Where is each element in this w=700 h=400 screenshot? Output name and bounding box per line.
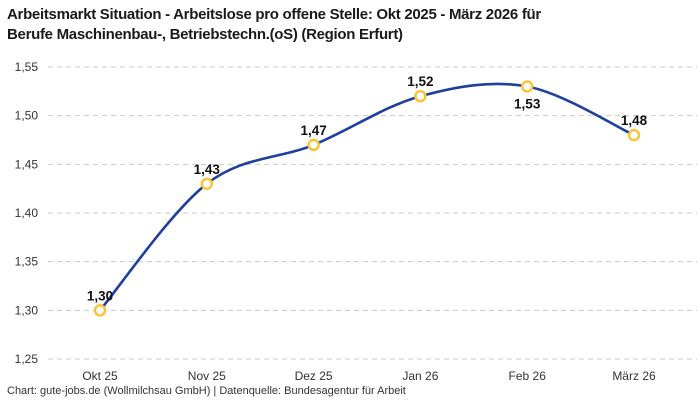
y-axis-tick-label: 1,45 xyxy=(15,157,39,171)
data-point-label: 1,47 xyxy=(300,123,326,138)
x-axis-tick-label: Feb 26 xyxy=(509,369,547,383)
y-axis-tick-label: 1,50 xyxy=(15,109,39,123)
chart-title-line-2: Berufe Maschinenbau-, Betriebstechn.(oS)… xyxy=(7,26,403,43)
data-point-label: 1,30 xyxy=(87,288,113,303)
data-point-label: 1,53 xyxy=(514,96,541,111)
data-point-marker xyxy=(414,89,427,103)
data-point-marker xyxy=(627,128,641,142)
y-axis-tick-label: 1,25 xyxy=(15,352,39,366)
chart-title-line-1: Arbeitsmarkt Situation - Arbeitslose pro… xyxy=(7,6,541,23)
chart-source: Chart: gute-jobs.de (Wollmilchsau GmbH) … xyxy=(7,385,406,397)
y-axis-tick-label: 1,35 xyxy=(15,255,39,269)
x-axis-tick-label: Okt 25 xyxy=(82,369,118,383)
y-axis-tick-label: 1,40 xyxy=(15,206,39,220)
chart-title: Arbeitsmarkt Situation - Arbeitslose pro… xyxy=(7,5,697,45)
data-point-marker xyxy=(521,80,534,93)
x-axis-tick-label: März 26 xyxy=(612,369,656,383)
x-axis-tick-label: Jan 26 xyxy=(402,369,438,383)
data-point-marker xyxy=(93,304,107,317)
y-axis-tick-label: 1,30 xyxy=(15,303,39,317)
data-point-label: 1,48 xyxy=(621,113,648,128)
x-axis-tick-label: Nov 25 xyxy=(188,369,226,383)
data-point-marker xyxy=(200,177,214,191)
data-point-label: 1,43 xyxy=(194,162,221,177)
x-axis-tick-label: Dez 25 xyxy=(295,369,333,383)
trend-line xyxy=(98,82,636,312)
data-point-label: 1,52 xyxy=(407,74,433,89)
y-axis-tick-label: 1,55 xyxy=(15,60,39,74)
data-point-marker xyxy=(307,138,320,152)
